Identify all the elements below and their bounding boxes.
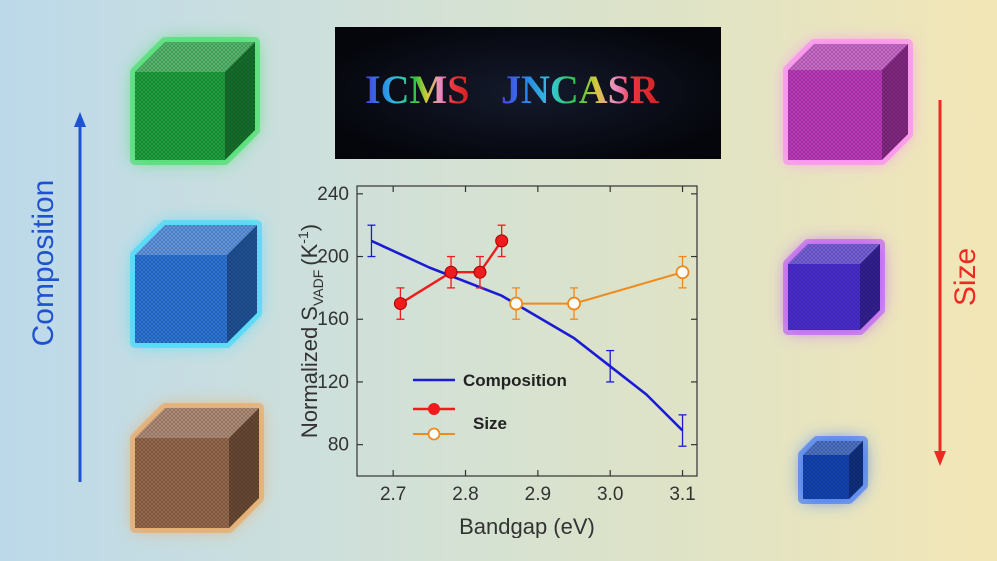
composition-arrow	[74, 112, 86, 482]
size-point	[444, 265, 458, 279]
left-cube-1	[130, 37, 260, 165]
x-tick-label: 2.9	[525, 484, 551, 505]
x-tick-label: 2.7	[380, 484, 406, 505]
x-axis-label: Bandgap (eV)	[459, 514, 595, 538]
y-tick-label: 80	[328, 435, 349, 456]
composition-errorbar	[678, 414, 687, 447]
size-label: Size	[949, 247, 982, 307]
composition-errorbar	[367, 224, 376, 258]
size-point	[393, 297, 407, 311]
y-tick-label: 200	[317, 247, 349, 268]
size-point	[473, 265, 487, 279]
size-line	[399, 240, 503, 305]
x-tick-label: 2.8	[452, 484, 478, 505]
size-open-point	[675, 265, 690, 280]
composition-errorbar	[606, 349, 615, 383]
right-cube-2	[783, 239, 885, 335]
y-tick-label: 120	[317, 372, 349, 393]
legend-composition-label: Composition	[463, 371, 567, 390]
legend: Composition Size	[413, 371, 567, 441]
left-cube-3	[130, 403, 264, 533]
size-point	[495, 234, 509, 248]
right-cube-3	[798, 436, 868, 504]
icms-jncasr-banner: ICMS JNCASR	[335, 27, 721, 159]
y-axis-label: Normalized SVADF(K-1)	[295, 224, 326, 438]
size-arrow	[934, 100, 946, 466]
banner-text-right: JNCASR	[501, 67, 660, 112]
plot-frame	[356, 185, 698, 477]
y-tick-label: 240	[317, 184, 349, 205]
y-tick-label: 160	[317, 309, 349, 330]
size-open-line	[516, 271, 683, 305]
size-open-point	[509, 296, 524, 311]
x-tick-label: 3.0	[597, 484, 623, 505]
left-cube-2	[130, 220, 262, 348]
size-open-point	[567, 296, 581, 311]
legend-size-label: Size	[473, 414, 507, 433]
x-tick-label: 3.1	[669, 484, 695, 505]
composition-label: Composition	[27, 179, 60, 347]
banner-text-left: ICMS	[365, 67, 469, 112]
legend-size-open-marker	[427, 427, 441, 441]
bandgap-chart: 2.7 2.8 2.9 3.0 3.1 80 120 160 200 240 Bandgap (eV…	[295, 184, 698, 538]
right-cube-1	[783, 39, 913, 165]
legend-size-marker	[428, 403, 440, 415]
composition-line	[370, 239, 684, 432]
